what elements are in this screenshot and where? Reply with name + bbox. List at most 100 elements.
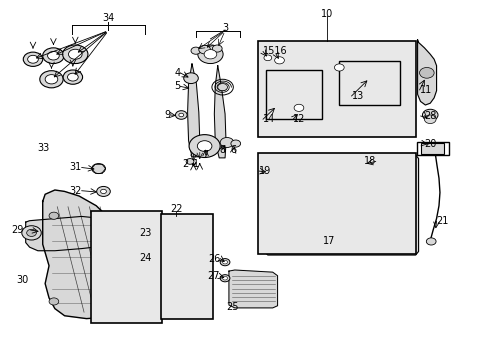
Circle shape (47, 51, 59, 60)
Circle shape (220, 138, 233, 148)
Text: 27: 27 (207, 271, 220, 282)
Circle shape (67, 73, 78, 81)
Text: 21: 21 (436, 216, 448, 226)
Circle shape (382, 71, 397, 82)
Circle shape (222, 276, 227, 280)
Text: 18: 18 (363, 157, 375, 166)
Circle shape (92, 163, 105, 174)
Text: 1516: 1516 (263, 46, 287, 57)
Text: 8: 8 (219, 145, 225, 155)
Text: 7: 7 (202, 150, 208, 160)
Text: 34: 34 (102, 13, 114, 23)
Circle shape (293, 104, 303, 111)
Text: 10: 10 (321, 9, 333, 19)
Circle shape (22, 226, 41, 240)
Circle shape (186, 158, 194, 164)
Circle shape (334, 64, 344, 71)
Circle shape (424, 115, 435, 123)
Circle shape (101, 189, 106, 194)
Circle shape (230, 140, 240, 147)
Circle shape (175, 111, 187, 119)
Ellipse shape (287, 99, 294, 102)
Bar (265, 70, 322, 119)
Circle shape (371, 73, 388, 86)
Text: 17: 17 (323, 236, 335, 246)
Bar (339, 62, 399, 105)
Circle shape (183, 73, 198, 84)
Circle shape (121, 247, 129, 252)
Bar (95, 215, 159, 320)
Circle shape (197, 141, 211, 152)
Circle shape (222, 260, 227, 264)
Text: 31: 31 (69, 162, 81, 172)
Circle shape (392, 77, 404, 86)
Circle shape (40, 71, 63, 88)
Text: 6: 6 (230, 145, 236, 155)
Bar (420, 143, 443, 154)
Circle shape (97, 186, 110, 197)
Text: 9: 9 (164, 110, 170, 120)
Circle shape (274, 57, 284, 64)
Circle shape (109, 300, 117, 306)
Circle shape (220, 258, 229, 266)
Polygon shape (42, 190, 144, 319)
Text: 1: 1 (192, 159, 199, 169)
Polygon shape (264, 155, 418, 255)
Circle shape (49, 212, 59, 219)
Circle shape (419, 67, 433, 78)
Polygon shape (169, 225, 187, 253)
Bar (168, 257, 192, 271)
Polygon shape (187, 64, 200, 157)
Text: 20: 20 (424, 139, 436, 149)
Polygon shape (273, 45, 411, 90)
Circle shape (199, 45, 210, 54)
Text: 5: 5 (174, 81, 180, 91)
Circle shape (91, 214, 120, 235)
Text: 22: 22 (170, 203, 183, 213)
Text: 32: 32 (69, 186, 81, 196)
Circle shape (203, 50, 216, 59)
Text: 2: 2 (182, 159, 188, 169)
Text: 24: 24 (140, 253, 152, 263)
Bar (416, 142, 448, 155)
Circle shape (42, 48, 64, 64)
Circle shape (328, 60, 349, 75)
Circle shape (98, 219, 114, 230)
Circle shape (259, 165, 276, 177)
Circle shape (62, 45, 88, 64)
Circle shape (189, 135, 220, 157)
Text: 33: 33 (38, 143, 50, 153)
Circle shape (132, 212, 142, 219)
Circle shape (356, 66, 380, 84)
Circle shape (49, 298, 59, 305)
Polygon shape (417, 40, 436, 105)
Circle shape (133, 300, 141, 306)
Circle shape (426, 238, 435, 245)
Circle shape (422, 109, 437, 121)
Circle shape (287, 100, 309, 116)
Text: 29: 29 (11, 225, 23, 235)
Text: 30: 30 (16, 275, 28, 285)
Text: 13: 13 (351, 91, 363, 101)
Circle shape (121, 277, 129, 283)
Text: 14: 14 (263, 114, 275, 124)
Circle shape (259, 51, 276, 64)
Circle shape (264, 55, 271, 61)
Bar (272, 161, 410, 251)
Text: 3: 3 (222, 23, 227, 33)
Text: 19: 19 (259, 166, 271, 176)
Circle shape (171, 250, 189, 263)
Circle shape (68, 49, 82, 59)
Circle shape (217, 84, 227, 91)
Circle shape (198, 45, 223, 64)
Circle shape (45, 75, 58, 84)
Ellipse shape (268, 98, 278, 102)
Circle shape (133, 230, 141, 236)
Text: 28: 28 (424, 111, 436, 121)
Text: 4: 4 (174, 68, 180, 78)
Text: 12: 12 (292, 114, 305, 124)
Bar (91, 211, 162, 323)
Polygon shape (351, 159, 413, 167)
Bar (258, 41, 415, 137)
Circle shape (63, 70, 82, 84)
